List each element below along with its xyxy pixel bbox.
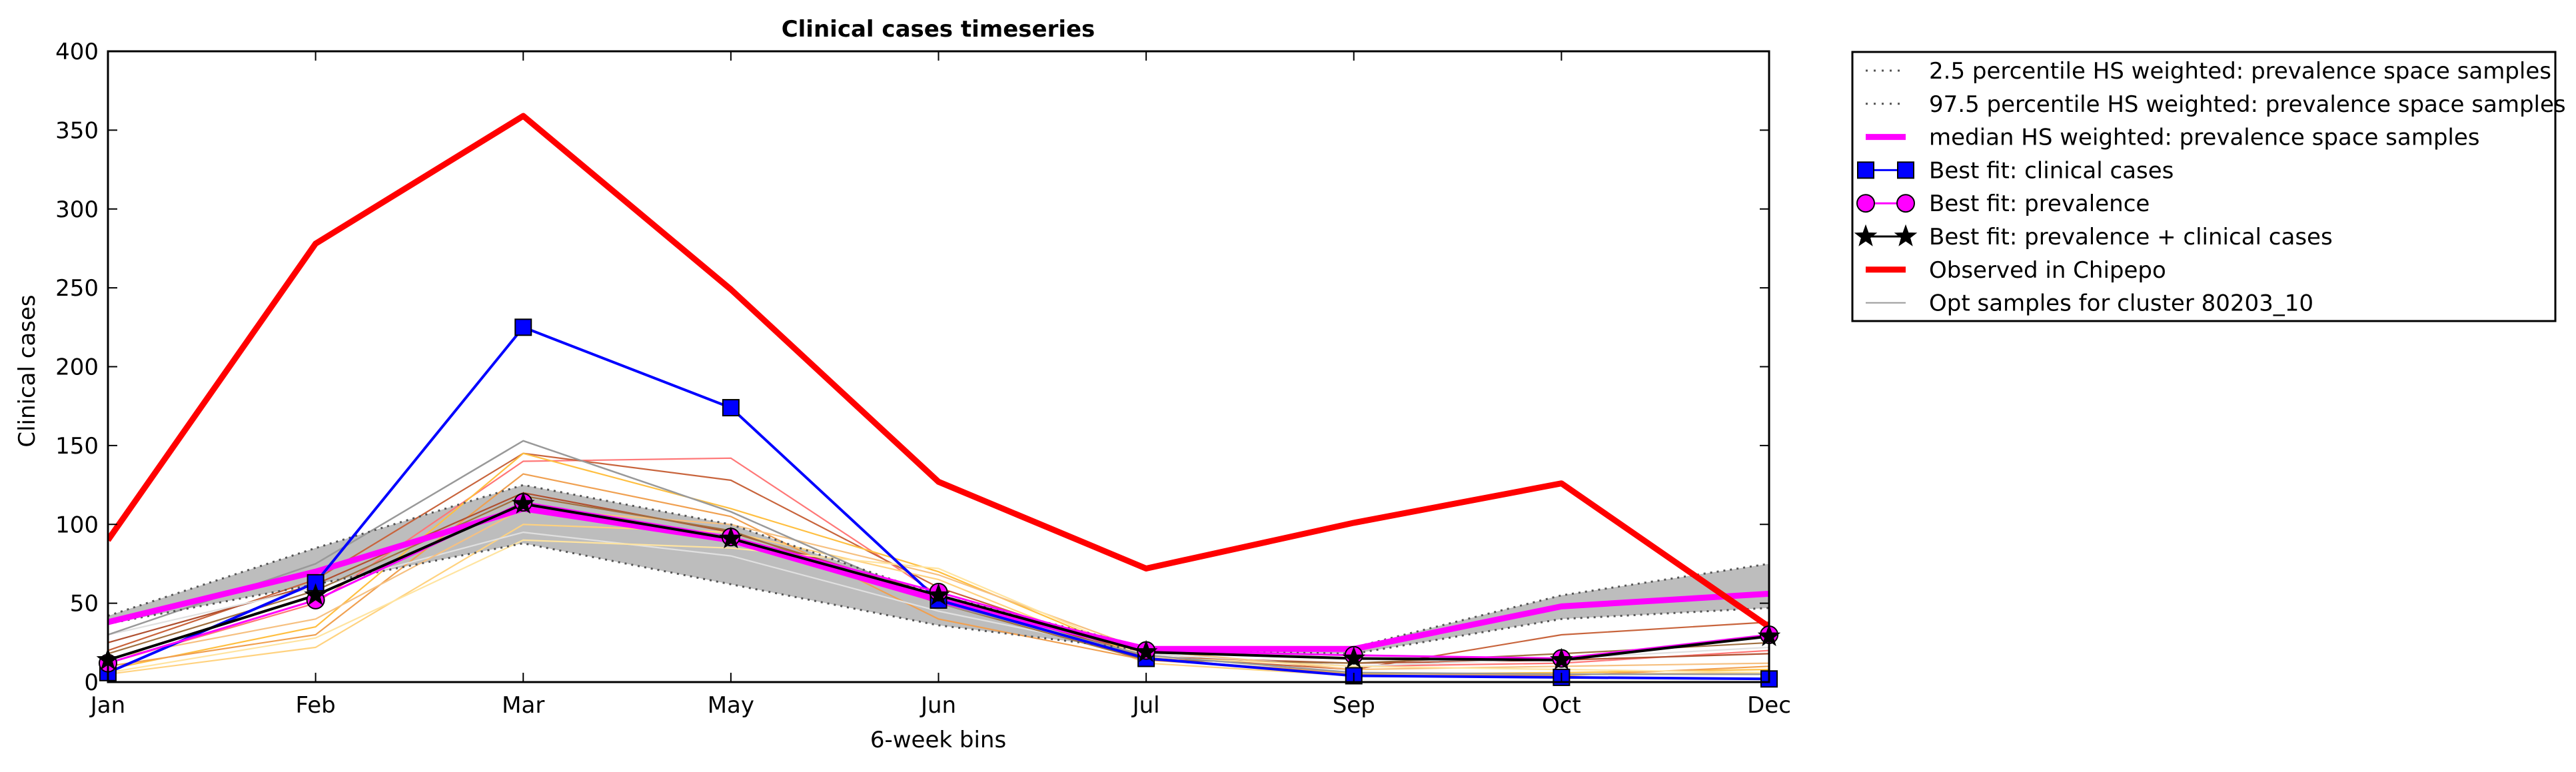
y-tick-label-7: 300: [55, 196, 99, 223]
y-tick-label-1: 0: [84, 669, 99, 696]
y-tick-label-6: 250: [55, 275, 99, 302]
series-line-5: [108, 501, 1769, 665]
axes: 0 50 100 150 200 250 300 350 400 Jan Feb Mar May Jun J…: [55, 39, 1791, 719]
x-tick-label-9: Dec: [1747, 692, 1791, 719]
series-6-point-3: [511, 492, 535, 514]
x-tick-label-8: Oct: [1542, 692, 1581, 719]
series-6-point-2: [304, 583, 327, 605]
chart-title: Clinical cases timeseries: [782, 16, 1095, 43]
series-6-point-7: [1342, 646, 1366, 669]
x-tick-label-7: Sep: [1333, 692, 1375, 719]
sample-line-7: [108, 531, 1769, 667]
series-6-point-4: [719, 526, 743, 549]
x-axis-label: 6-week bins: [870, 727, 1006, 753]
legend-label-4: Best fit: clinical cases: [1929, 157, 2174, 184]
x-tick-label-6: Jul: [1131, 692, 1160, 719]
legend-item-7: Observed in Chipepo: [1866, 257, 2166, 284]
series-line-7: [108, 113, 1769, 629]
legend-item-6: Best fit: prevalence + clinical cases: [1854, 224, 2333, 250]
legend-item-3: median HS weighted: prevalence space sam…: [1866, 125, 2480, 151]
legend-label-3: median HS weighted: prevalence space sam…: [1929, 125, 2480, 151]
series-6-point-8: [1550, 647, 1573, 670]
legend-item-4: Best fit: clinical cases: [1857, 157, 2174, 184]
y-tick-label-2: 50: [70, 591, 99, 617]
series-4-point-4: [722, 399, 740, 417]
y-tick-label-5: 200: [55, 354, 99, 381]
sample-line-5: [108, 473, 1769, 677]
legend: 2.5 percentile HS weighted: prevalence s…: [1851, 51, 2566, 322]
sample-line-10: [108, 539, 1769, 673]
legend-label-1: 2.5 percentile HS weighted: prevalence s…: [1929, 58, 2551, 85]
series-6-point-5: [927, 583, 950, 605]
x-tick-label-1: Jan: [89, 692, 125, 719]
y-tick-label-8: 350: [55, 117, 99, 144]
y-tick-label-3: 100: [55, 512, 99, 538]
legend-label-7: Observed in Chipepo: [1929, 257, 2166, 284]
x-tick-label-3: Mar: [502, 692, 544, 719]
legend-marker-start-6: [1854, 224, 1878, 246]
series-4-point-3: [514, 318, 532, 336]
legend-label-8: Opt samples for cluster 80203_10: [1929, 290, 2313, 317]
series-markers: [96, 318, 1781, 688]
legend-marker-start-5: [1856, 194, 1875, 213]
x-tick-label-4: May: [708, 692, 754, 719]
plot-area: [96, 113, 1781, 688]
legend-label-5: Best fit: prevalence: [1929, 191, 2150, 217]
legend-item-8: Opt samples for cluster 80203_10: [1866, 290, 2313, 317]
percentile-band: [108, 485, 1769, 654]
series-line-1: [108, 542, 1769, 655]
y-tick-label-4: 150: [55, 433, 99, 460]
legend-box: [1851, 51, 2557, 322]
legend-marker-end-6: [1894, 224, 1918, 246]
legend-item-2: 97.5 percentile HS weighted: prevalence …: [1866, 91, 2566, 118]
series-line-6: [108, 502, 1769, 661]
x-tick-label-2: Feb: [296, 692, 336, 719]
legend-label-6: Best fit: prevalence + clinical cases: [1929, 224, 2333, 250]
legend-marker-end-4: [1897, 161, 1914, 179]
legend-marker-end-5: [1896, 194, 1915, 213]
y-tick-label-9: 400: [55, 39, 99, 65]
legend-item-1: 2.5 percentile HS weighted: prevalence s…: [1866, 58, 2551, 85]
x-tick-label-5: Jun: [920, 692, 956, 719]
legend-label-2: 97.5 percentile HS weighted: prevalence …: [1929, 91, 2566, 118]
legend-item-5: Best fit: prevalence: [1856, 191, 2150, 217]
y-axis-label: Clinical cases: [14, 294, 41, 447]
series-6-point-6: [1134, 639, 1158, 662]
legend-marker-start-4: [1857, 161, 1874, 179]
sample-line-8: [108, 508, 1769, 671]
